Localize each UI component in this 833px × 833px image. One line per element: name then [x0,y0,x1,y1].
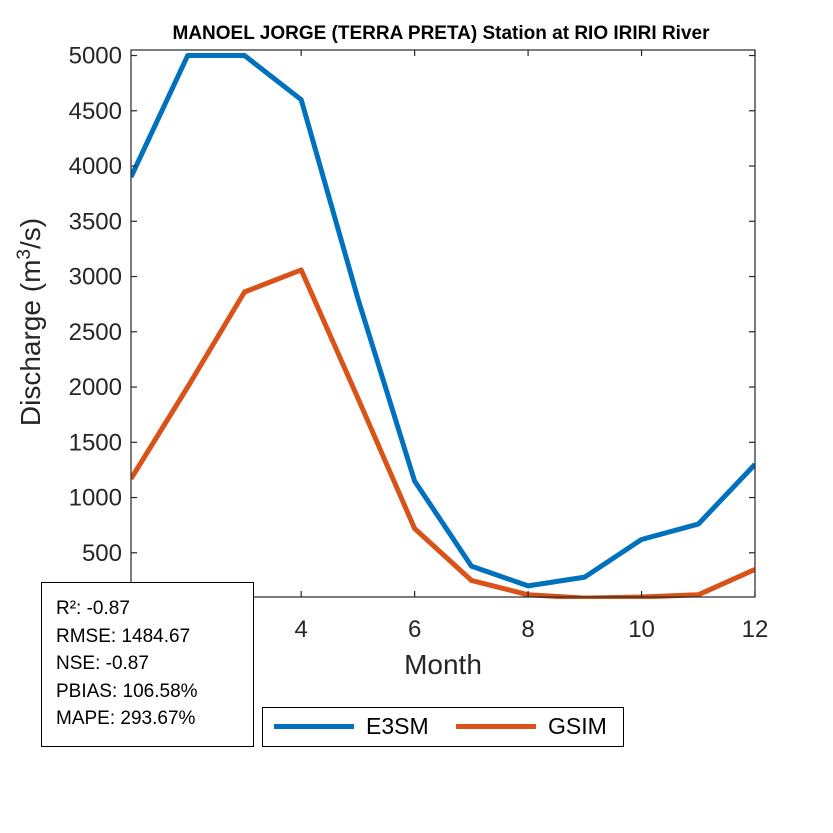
legend-label-e3sm: E3SM [366,713,429,739]
y-tick-label: 3000 [69,264,122,291]
y-axis-label-superscript: 3 [14,249,35,260]
y-tick-label: 2500 [69,319,122,346]
stat-mape: MAPE: 293.67% [56,708,196,729]
plot-background [131,50,755,597]
y-tick-label: 3500 [69,208,122,235]
legend: E3SM GSIM [262,707,624,747]
y-tick-label: 4000 [69,153,122,180]
plot-frame [130,49,756,598]
x-tick-label: 8 [521,616,534,643]
stat-nse: NSE: -0.87 [56,653,149,674]
stat-pbias: PBIAS: 106.58% [56,680,198,702]
stat-rmse: RMSE: 1484.67 [56,625,191,647]
y-axis-label: Discharge (m3/s) [14,218,46,426]
y-tick-label: 1500 [69,429,122,456]
y-tick-label: 4500 [69,98,122,125]
y-axis-label-main: Discharge (m [15,260,46,426]
x-axis-label: Month [404,649,482,680]
legend-swatch-gsim [456,724,536,729]
x-tick-label: 12 [742,616,769,643]
y-tick-label: 1000 [69,485,122,512]
y-axis-label-tail: /s) [15,218,46,249]
stat-r2: R²: -0.87 [56,598,130,619]
plot-area: 500 1000 1500 2000 2500 3000 3500 4000 4500 5000 4… [69,43,769,643]
chart-title: MANOEL JORGE (TERRA PRETA) Station at RI… [173,23,711,44]
stats-box: R²: -0.87 RMSE: 1484.67 NSE: -0.87 PBIAS… [41,582,254,747]
y-tick-label: 5000 [69,43,122,70]
legend-item-gsim: GSIM [456,708,607,745]
x-tick-label: 10 [628,616,655,643]
y-tick-label: 500 [82,540,122,567]
series-line-e3sm [131,53,755,589]
legend-label-gsim: GSIM [548,713,607,739]
x-tick-label: 6 [408,616,421,643]
legend-swatch-e3sm [274,724,354,729]
y-tick-label: 2000 [69,374,122,401]
x-tick-label: 4 [295,616,308,643]
legend-item-e3sm: E3SM [274,708,429,745]
